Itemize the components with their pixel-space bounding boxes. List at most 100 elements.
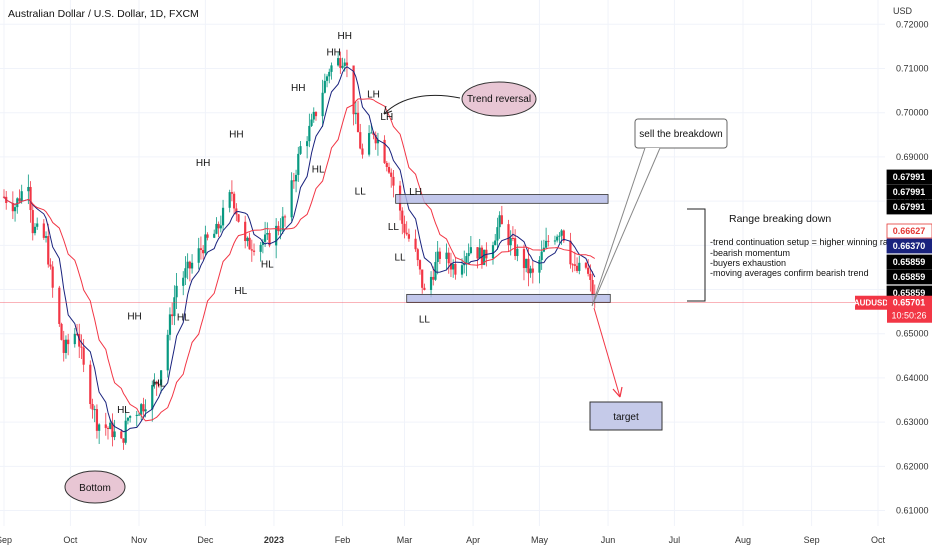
candle-body — [233, 193, 236, 209]
candle-body — [387, 167, 391, 173]
candle-body — [460, 265, 464, 275]
candle-body — [18, 198, 21, 202]
x-axis[interactable]: Sep Oct Nov Dec 2023 Feb Mar Apr May Jun Jul Aug Sep… — [0, 535, 885, 545]
range-notes-annotation[interactable]: Range breaking down -trend continuation … — [687, 208, 895, 302]
candle-body — [531, 268, 534, 273]
currency-label: USD — [893, 6, 913, 16]
candle-body — [407, 234, 411, 239]
candle-body — [151, 385, 154, 410]
candle-body — [297, 153, 300, 175]
candle-body — [483, 249, 486, 265]
candle-body — [135, 414, 138, 417]
price-badge — [886, 269, 932, 285]
candle-body — [480, 247, 484, 265]
price-badge — [886, 254, 932, 270]
x-tick-label: 2023 — [264, 535, 284, 545]
swing-label: HH — [229, 129, 243, 140]
candle-body — [587, 267, 590, 274]
candle-body — [343, 62, 346, 66]
candle-body — [553, 240, 557, 242]
candle-body — [11, 202, 14, 212]
price-badge-text: 0.67991 — [893, 172, 926, 182]
range-resistance-zone[interactable] — [395, 194, 609, 204]
sell-breakdown-annotation[interactable]: sell the breakdown — [591, 118, 728, 307]
candle-body — [525, 258, 528, 269]
swing-label: HH — [326, 48, 340, 59]
swing-label: HH — [338, 31, 352, 42]
candle-body — [283, 216, 287, 218]
price-badge — [886, 238, 932, 254]
swing-label: HH — [291, 83, 305, 94]
candle-body — [454, 263, 457, 275]
x-tick-label: Feb — [335, 535, 351, 545]
x-tick-label: Jun — [601, 535, 616, 545]
range-support-zone[interactable] — [406, 293, 611, 303]
price-badge-text: 0.66370 — [893, 241, 926, 251]
candle-body — [478, 247, 481, 259]
x-tick-label: Mar — [397, 535, 413, 545]
candle-body — [89, 364, 92, 405]
candle-body — [153, 381, 156, 386]
candle-body — [558, 235, 561, 237]
candle-body — [67, 339, 70, 345]
candle-body — [279, 230, 282, 232]
candle-body — [80, 346, 83, 348]
candle-body — [589, 273, 592, 280]
candle-body — [95, 409, 99, 431]
range-note-1: -trend continuation setup = higher winni… — [710, 237, 895, 247]
x-tick-label: Oct — [63, 535, 78, 545]
zones-layer — [395, 194, 611, 303]
last-price-text: 0.65701 — [893, 298, 926, 308]
price-badge — [886, 169, 932, 185]
candle-body — [416, 249, 419, 261]
candle-body — [438, 251, 441, 259]
candle-body — [204, 234, 207, 254]
x-tick-label: Jul — [669, 535, 681, 545]
candle-body — [308, 125, 311, 142]
candle-body — [418, 260, 422, 270]
candle-body — [219, 225, 222, 229]
candle-body — [445, 252, 448, 259]
price-badge-text: 0.67991 — [893, 187, 926, 197]
candle-body — [560, 230, 563, 236]
trend-reversal-label: Trend reversal — [467, 94, 531, 105]
target-box — [589, 401, 663, 431]
target-annotation[interactable]: target — [589, 307, 663, 431]
trend-reversal-annotation[interactable]: Trend reversal — [383, 81, 537, 117]
price-badge-text: 0.66627 — [893, 226, 926, 236]
candle-body — [78, 333, 81, 347]
candle-body — [401, 210, 404, 224]
last-price-badge — [887, 295, 932, 323]
candle-body — [33, 226, 37, 234]
candle-body — [184, 268, 187, 278]
trend-reversal-arrow — [383, 94, 461, 115]
candle-body — [591, 279, 594, 297]
swing-label: HL — [312, 164, 325, 175]
candle-body — [306, 141, 309, 147]
candle-body — [573, 264, 576, 266]
target-arrow-line — [593, 307, 621, 398]
candle-body — [51, 266, 54, 288]
bottom-annotation[interactable]: Bottom — [64, 470, 126, 504]
candle-body — [106, 427, 110, 429]
candle-body — [522, 248, 526, 269]
candle-body — [182, 277, 185, 286]
candle-body — [432, 276, 435, 280]
candle-body — [345, 62, 349, 66]
y-tick-label: 0.62000 — [896, 461, 929, 471]
candle-body — [421, 269, 424, 288]
candle-body — [498, 215, 501, 228]
candle-body — [58, 287, 61, 324]
candle-body — [516, 248, 519, 257]
candle-body — [367, 133, 371, 155]
candle-body — [120, 431, 123, 439]
candle-body — [562, 230, 565, 241]
candle-body — [129, 416, 132, 418]
range-note-3: -buyers exhaustion — [710, 258, 786, 268]
candle-body — [159, 370, 163, 386]
candle-body — [403, 223, 406, 233]
price-badge-text: 0.65859 — [893, 272, 926, 282]
candle-body — [312, 111, 315, 120]
